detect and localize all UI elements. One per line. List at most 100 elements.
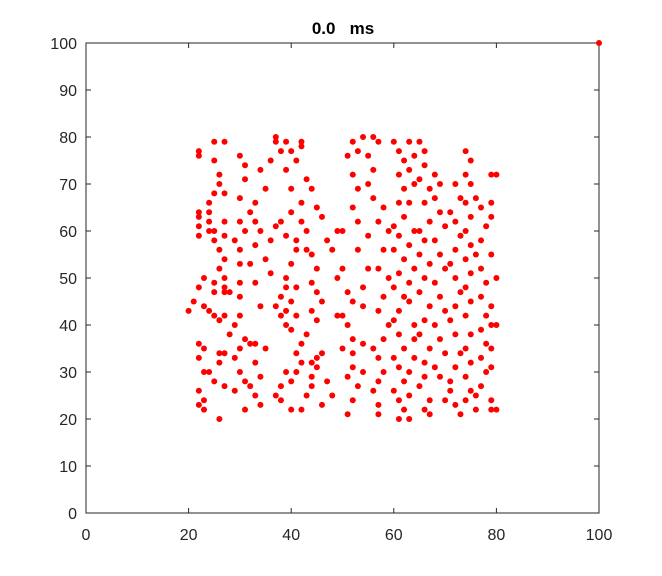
data-point [247, 340, 254, 347]
data-point [272, 223, 279, 230]
data-point [467, 270, 474, 277]
data-point [360, 369, 367, 375]
data-point [452, 364, 459, 371]
data-point [452, 246, 459, 253]
data-point [221, 275, 228, 281]
data-point [462, 284, 469, 291]
data-point [375, 307, 382, 314]
data-point [452, 401, 459, 408]
data-point [406, 166, 413, 173]
data-point [293, 157, 300, 164]
data-point [483, 223, 490, 230]
data-point [416, 289, 423, 296]
data-point [308, 251, 315, 258]
data-point [200, 397, 207, 404]
data-point [431, 195, 438, 202]
data-point [283, 369, 290, 375]
data-point [395, 148, 402, 155]
data-point [313, 317, 320, 324]
data-point [380, 336, 387, 343]
data-point [221, 383, 228, 390]
data-point [375, 401, 382, 408]
data-point [452, 218, 459, 225]
data-point [236, 246, 243, 253]
data-point [447, 387, 454, 394]
y-tick-label: 50 [59, 271, 77, 288]
data-point [380, 204, 387, 211]
data-point [390, 138, 397, 145]
x-tick-label: 20 [180, 527, 198, 544]
data-point [411, 152, 418, 159]
data-point [267, 157, 274, 164]
data-point [216, 181, 223, 187]
data-point [308, 383, 315, 390]
data-point [354, 218, 361, 225]
data-point [200, 406, 207, 413]
data-point [216, 350, 223, 357]
data-point [493, 406, 500, 413]
data-point [216, 171, 223, 178]
y-tick-label: 0 [68, 506, 77, 523]
data-point [288, 378, 295, 385]
data-point [231, 322, 238, 328]
data-point [395, 171, 402, 178]
data-point [395, 397, 402, 404]
data-point [252, 340, 259, 347]
data-point [354, 185, 361, 192]
data-point [308, 359, 315, 366]
data-point [462, 199, 469, 206]
data-point [277, 383, 284, 390]
data-point [442, 223, 449, 230]
data-point [401, 293, 408, 300]
data-point [221, 232, 228, 239]
data-point [221, 312, 228, 319]
x-tick-label: 60 [385, 527, 403, 544]
data-point [370, 195, 377, 202]
data-point [457, 195, 464, 202]
data-point [401, 256, 408, 263]
data-point [370, 134, 377, 140]
data-point [447, 378, 454, 385]
data-point [308, 279, 315, 286]
data-point [283, 307, 290, 314]
data-point [349, 298, 356, 305]
data-point [401, 213, 408, 220]
data-point [242, 176, 249, 183]
data-point [293, 284, 300, 291]
data-point [339, 345, 346, 352]
data-point [421, 162, 428, 169]
data-point [421, 406, 428, 413]
data-point [488, 345, 495, 352]
data-point [467, 213, 474, 220]
data-point [436, 293, 443, 300]
data-point [467, 298, 474, 305]
data-point [283, 232, 290, 239]
data-point [426, 303, 433, 310]
data-point [190, 298, 197, 305]
data-point [375, 411, 382, 418]
data-point [236, 312, 243, 319]
data-point [308, 185, 315, 192]
data-point [457, 289, 464, 296]
data-point [395, 232, 402, 239]
data-point [283, 275, 290, 281]
data-point [313, 265, 320, 272]
data-point [349, 397, 356, 404]
data-point [252, 242, 259, 249]
data-point [360, 284, 367, 291]
data-point [257, 373, 264, 380]
data-point [431, 171, 438, 178]
data-point [416, 176, 423, 183]
data-point [406, 138, 413, 145]
data-point [195, 223, 202, 230]
data-point [426, 260, 433, 267]
data-point [478, 383, 485, 390]
data-point [406, 298, 413, 305]
data-point [288, 148, 295, 155]
data-point [298, 406, 305, 413]
data-point [436, 336, 443, 343]
data-point [339, 228, 346, 234]
data-point [277, 148, 284, 155]
data-point [478, 354, 485, 361]
data-point [329, 246, 336, 253]
